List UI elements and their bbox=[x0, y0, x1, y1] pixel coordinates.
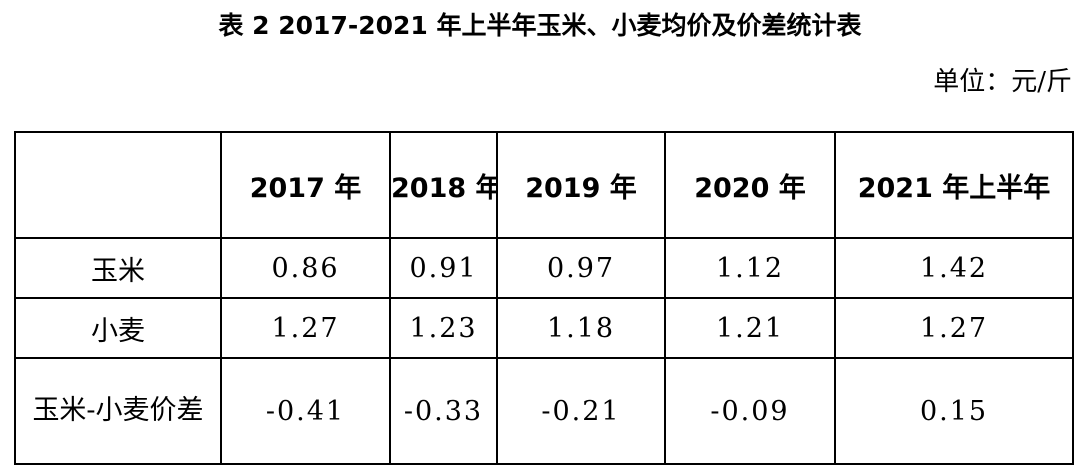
table-cell: 1.27 bbox=[834, 297, 1074, 359]
table-cell: 0.86 bbox=[220, 237, 391, 299]
table-cell: 1.23 bbox=[389, 297, 498, 359]
header-cell-2017: 2017 年 bbox=[220, 131, 391, 239]
header-cell-empty bbox=[14, 131, 222, 239]
price-table: 2017 年 2018 年 2019 年 2020 年 2021 年上半年 玉米… bbox=[14, 131, 1074, 465]
table-cell: -0.33 bbox=[389, 357, 498, 465]
unit-note: 单位：元/斤 bbox=[933, 67, 1072, 97]
table-cell: 1.42 bbox=[834, 237, 1074, 299]
row-label: 玉米-小麦价差 bbox=[14, 357, 222, 465]
table-header-row: 2017 年 2018 年 2019 年 2020 年 2021 年上半年 bbox=[14, 131, 1074, 239]
header-cell-2020: 2020 年 bbox=[664, 131, 836, 239]
table-cell: 0.97 bbox=[496, 237, 666, 299]
table-cell: 1.27 bbox=[220, 297, 391, 359]
table-cell: -0.41 bbox=[220, 357, 391, 465]
table-cell: 1.18 bbox=[496, 297, 666, 359]
header-cell-2018: 2018 年 bbox=[389, 131, 498, 239]
table-cell: 0.15 bbox=[834, 357, 1074, 465]
table-cell: 1.12 bbox=[664, 237, 836, 299]
table-row-price-spread: 玉米-小麦价差 -0.41 -0.33 -0.21 -0.09 0.15 bbox=[14, 357, 1074, 465]
table-title: 表 2 2017-2021 年上半年玉米、小麦均价及价差统计表 bbox=[218, 11, 862, 40]
table-cell: 0.91 bbox=[389, 237, 498, 299]
row-label: 玉米 bbox=[14, 237, 222, 299]
row-label: 小麦 bbox=[14, 297, 222, 359]
table-row-wheat: 小麦 1.27 1.23 1.18 1.21 1.27 bbox=[14, 297, 1074, 359]
table-cell: -0.21 bbox=[496, 357, 666, 465]
header-cell-2019: 2019 年 bbox=[496, 131, 666, 239]
table-row-corn: 玉米 0.86 0.91 0.97 1.12 1.42 bbox=[14, 237, 1074, 299]
header-cell-2021-h1: 2021 年上半年 bbox=[834, 131, 1074, 239]
table-cell: 1.21 bbox=[664, 297, 836, 359]
table-cell: -0.09 bbox=[664, 357, 836, 465]
